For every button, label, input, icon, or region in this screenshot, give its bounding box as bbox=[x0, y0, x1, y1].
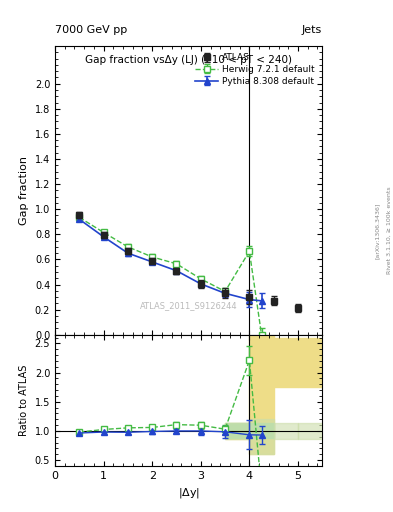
Bar bbox=[274, 337, 298, 387]
Bar bbox=[298, 423, 322, 438]
Bar bbox=[225, 423, 250, 438]
X-axis label: |$\Delta$y|: |$\Delta$y| bbox=[178, 486, 200, 500]
Bar bbox=[250, 419, 274, 454]
Text: Jets: Jets bbox=[302, 25, 322, 35]
Bar bbox=[225, 423, 250, 438]
Text: ATLAS_2011_S9126244: ATLAS_2011_S9126244 bbox=[140, 302, 237, 310]
Bar bbox=[274, 423, 298, 438]
Text: [arXiv:1306.3436]: [arXiv:1306.3436] bbox=[375, 202, 380, 259]
Text: Gap fraction vsΔy (LJ) (210 < pT < 240): Gap fraction vsΔy (LJ) (210 < pT < 240) bbox=[85, 55, 292, 65]
Bar bbox=[225, 423, 250, 438]
Text: Rivet 3.1.10, ≥ 100k events: Rivet 3.1.10, ≥ 100k events bbox=[387, 186, 391, 274]
Legend: ATLAS, Herwig 7.2.1 default, Pythia 8.308 default: ATLAS, Herwig 7.2.1 default, Pythia 8.30… bbox=[193, 51, 318, 89]
Bar bbox=[250, 314, 274, 454]
Y-axis label: Ratio to ATLAS: Ratio to ATLAS bbox=[19, 365, 29, 436]
Text: 7000 GeV pp: 7000 GeV pp bbox=[55, 25, 127, 35]
Y-axis label: Gap fraction: Gap fraction bbox=[19, 156, 29, 225]
Bar bbox=[298, 337, 322, 387]
Bar bbox=[250, 423, 274, 438]
